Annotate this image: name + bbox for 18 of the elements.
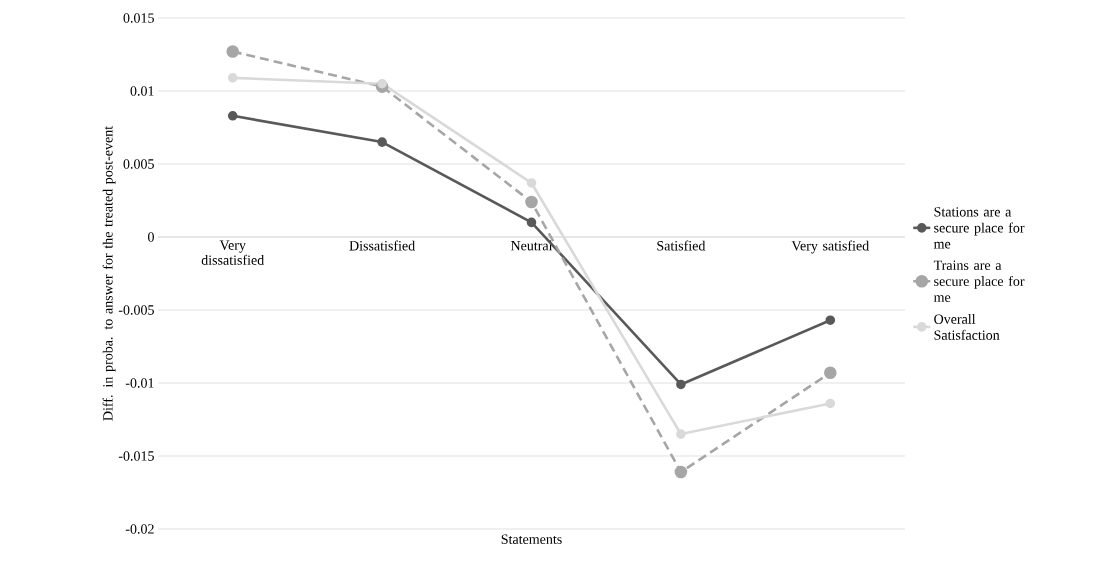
y-tick-label: 0.005 xyxy=(123,159,154,169)
x-tick-label: Very dissatisfied xyxy=(201,240,265,265)
legend-label: Stations are a secure place for me xyxy=(933,207,1025,249)
x-tick-label: Dissatisfied xyxy=(349,240,415,251)
y-tick-label: -0.005 xyxy=(118,305,154,315)
legend-label: Overall Satisfaction xyxy=(934,313,1000,340)
x-tick-label: Neutral xyxy=(510,240,553,251)
y-tick-label: 0.015 xyxy=(123,13,154,23)
legend-label: Trains are a secure place for me xyxy=(933,260,1025,302)
y-tick-label: -0.015 xyxy=(118,451,154,461)
y-tick-label: -0.01 xyxy=(125,378,154,388)
x-tick-label: Very satisfied xyxy=(791,240,870,254)
y-tick-label: -0.02 xyxy=(125,524,154,534)
y-tick-label: 0.01 xyxy=(130,86,154,96)
y-axis-title: Diff. in proba. to answer for the treated post-event xyxy=(102,125,116,421)
x-tick-label: Satisfied xyxy=(657,240,706,251)
y-tick-label: 0 xyxy=(148,232,154,242)
x-axis-title: Statements xyxy=(501,534,562,544)
